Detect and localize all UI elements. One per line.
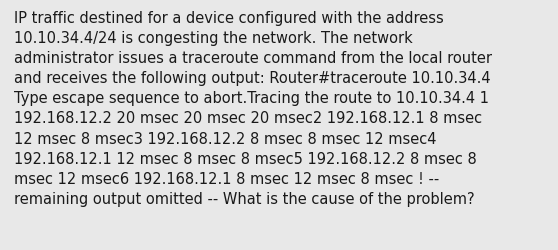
Text: IP traffic destined for a device configured with the address
10.10.34.4/24 is co: IP traffic destined for a device configu… <box>14 11 492 206</box>
